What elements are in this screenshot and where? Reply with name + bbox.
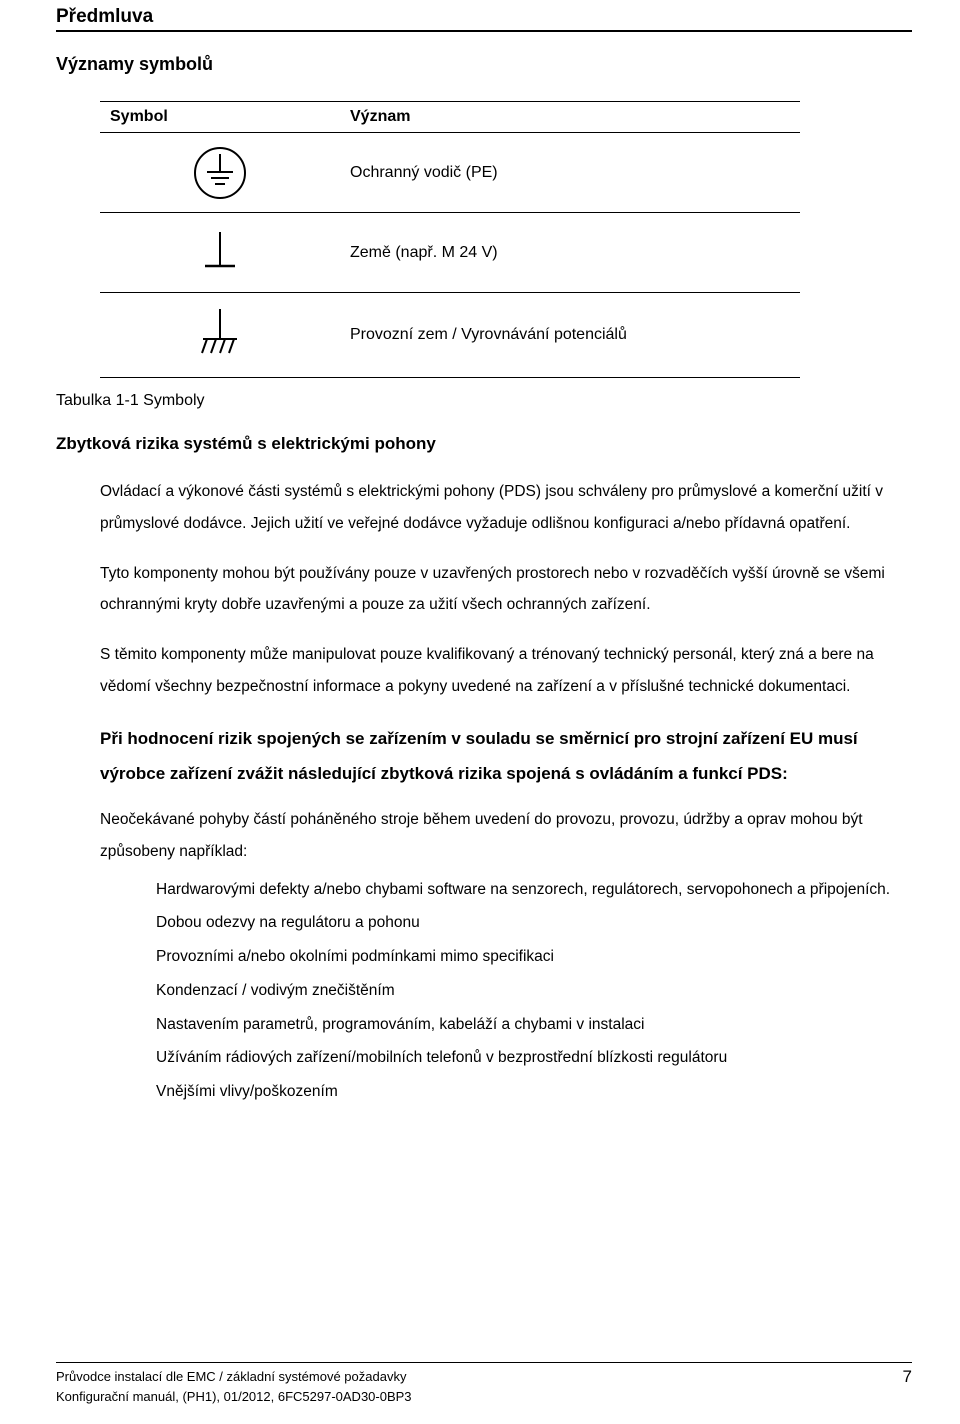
page-footer: Průvodce instalací dle EMC / základní sy…: [56, 1362, 912, 1406]
chapter-header: Předmluva: [56, 6, 912, 32]
list-item: Provozními a/nebo okolními podmínkami mi…: [156, 941, 912, 973]
table-row: Země (např. M 24 V): [100, 213, 800, 293]
list-item: Kondenzací / vodivým znečištěním: [156, 975, 912, 1007]
page-number: 7: [903, 1367, 912, 1387]
ground-icon: [193, 226, 247, 280]
equipotential-icon: [193, 305, 247, 365]
subsection-title: Zbytková rizika systémů s elektrickými p…: [56, 434, 912, 454]
symbol-table: Symbol Význam Ochranný vodič (PE): [100, 101, 800, 378]
section-title: Významy symbolů: [56, 54, 912, 75]
pe-ground-icon: [193, 146, 247, 200]
col-meaning-header: Význam: [340, 102, 800, 133]
paragraph-2: Tyto komponenty mohou být používány pouz…: [100, 558, 912, 622]
row3-meaning: Provozní zem / Vyrovnávání potenciálů: [340, 293, 800, 378]
list-item: Dobou odezvy na regulátoru a pohonu: [156, 907, 912, 939]
table-row: Ochranný vodič (PE): [100, 133, 800, 213]
col-symbol-header: Symbol: [100, 102, 340, 133]
row2-meaning: Země (např. M 24 V): [340, 213, 800, 293]
row1-meaning: Ochranný vodič (PE): [340, 133, 800, 213]
paragraph-3: S těmito komponenty může manipulovat pou…: [100, 639, 912, 703]
paragraph-1: Ovládací a výkonové části systémů s elek…: [100, 476, 912, 540]
list-item: Užíváním rádiových zařízení/mobilních te…: [156, 1042, 912, 1074]
list-item: Vnějšími vlivy/poškozením: [156, 1076, 912, 1108]
list-item: Nastavením parametrů, programováním, kab…: [156, 1009, 912, 1041]
footer-title: Průvodce instalací dle EMC / základní sy…: [56, 1367, 412, 1387]
causes-list: Hardwarovými defekty a/nebo chybami soft…: [156, 874, 912, 1108]
table-row: Provozní zem / Vyrovnávání potenciálů: [100, 293, 800, 378]
footer-doc-id: Konfigurační manuál, (PH1), 01/2012, 6FC…: [56, 1387, 412, 1407]
intro-text: Neočekávané pohyby částí poháněného stro…: [100, 804, 912, 868]
bold-paragraph: Při hodnocení rizik spojených se zařízen…: [100, 721, 912, 792]
list-item: Hardwarovými defekty a/nebo chybami soft…: [156, 874, 912, 906]
table-caption: Tabulka 1-1 Symboly: [56, 392, 912, 410]
